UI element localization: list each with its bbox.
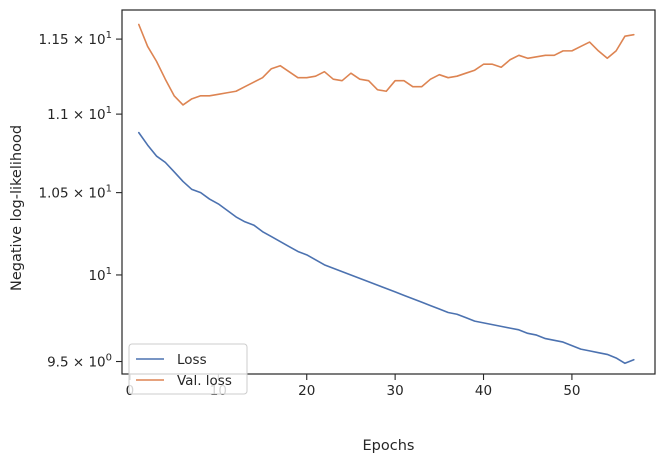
x-tick-label: 20: [298, 383, 315, 399]
y-tick-label: 1.1 × 101: [47, 105, 112, 123]
y-tick-label: 101: [88, 266, 112, 284]
y-tick-label: 9.5 × 100: [47, 353, 112, 371]
plot-frame: [121, 9, 656, 375]
x-axis-label: Epochs: [363, 438, 415, 454]
legend-box: [128, 343, 248, 395]
series-layer: [137, 23, 635, 365]
x-tick-label: 50: [563, 383, 580, 399]
series-line-loss: [137, 131, 635, 365]
y-tick-label: 1.05 × 101: [38, 184, 112, 202]
y-tick-label: 1.15 × 101: [38, 30, 112, 48]
x-tick-label: 30: [387, 383, 404, 399]
x-tick-label: 40: [475, 383, 492, 399]
legend-label-val-loss: Val. loss: [177, 373, 232, 389]
y-axis-label: Negative log-likelihood: [9, 125, 25, 291]
series-line-val-loss: [137, 23, 635, 106]
legend: Loss Val. loss: [128, 343, 248, 395]
legend-label-loss: Loss: [177, 352, 207, 368]
y-axis-ticks: 9.5 × 100 101 1.05 × 101 1.1 × 101 1.15 × 10…: [38, 30, 122, 371]
